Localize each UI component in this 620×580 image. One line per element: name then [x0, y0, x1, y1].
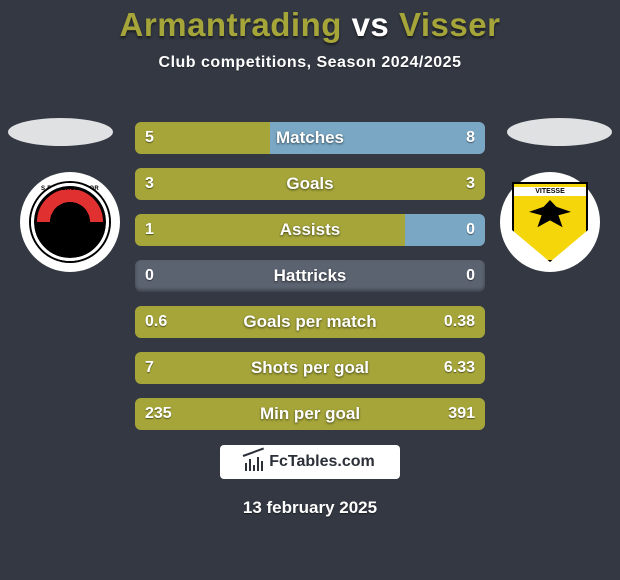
stat-label: Goals	[135, 168, 485, 200]
stat-label: Hattricks	[135, 260, 485, 292]
page-title: Armantrading vs Visser	[0, 0, 620, 44]
stat-row: 10Assists	[135, 214, 485, 246]
stat-row: 33Goals	[135, 168, 485, 200]
stat-row: 58Matches	[135, 122, 485, 154]
stat-label: Matches	[135, 122, 485, 154]
right-team-badge: VITESSE	[500, 172, 600, 272]
subtitle: Club competitions, Season 2024/2025	[0, 54, 620, 72]
vitesse-crest-icon: VITESSE	[512, 182, 588, 262]
left-team-badge: S.B.V. EXCELSIOR	[20, 172, 120, 272]
left-shadow-ellipse	[8, 118, 113, 146]
stat-label: Assists	[135, 214, 485, 246]
comparison-bars: 58Matches 33Goals 10Assists 00Hattricks 0.60…	[135, 122, 485, 444]
right-shadow-ellipse	[507, 118, 612, 146]
stat-row: 76.33Shots per goal	[135, 352, 485, 384]
watermark[interactable]: FcTables.com	[220, 445, 400, 479]
stat-label: Goals per match	[135, 306, 485, 338]
title-vs: vs	[352, 6, 390, 43]
title-right: Visser	[399, 6, 500, 43]
stat-row: 235391Min per goal	[135, 398, 485, 430]
date-label: 13 february 2025	[0, 498, 620, 518]
stat-row: 0.60.38Goals per match	[135, 306, 485, 338]
excelsior-crest-icon: S.B.V. EXCELSIOR	[34, 186, 106, 258]
stat-label: Shots per goal	[135, 352, 485, 384]
stat-label: Min per goal	[135, 398, 485, 430]
watermark-label: FcTables.com	[269, 453, 375, 471]
fctables-logo-icon	[245, 453, 263, 471]
title-left: Armantrading	[120, 6, 342, 43]
stat-row: 00Hattricks	[135, 260, 485, 292]
